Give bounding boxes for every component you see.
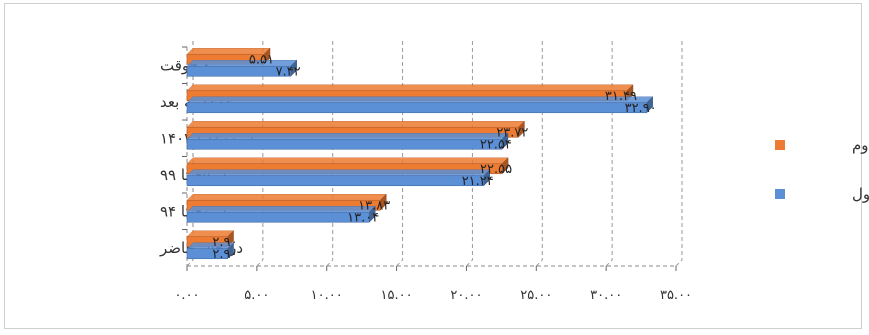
bar-round2-top <box>186 194 387 201</box>
value-label-round1: ۷.۴۲ <box>276 64 301 79</box>
value-label-round1: ۲.۹۰ <box>212 247 237 262</box>
bar-round1 <box>186 65 291 77</box>
gridline-floor <box>675 259 683 267</box>
bar-round1 <box>186 248 228 260</box>
x-tick-label: ۲۵.۰۰ <box>520 288 552 303</box>
value-label-round2: ۲۲.۵۵ <box>480 162 512 177</box>
gridline-floor <box>396 259 403 267</box>
legend-swatch-round1 <box>775 189 785 199</box>
gridline-floor <box>256 259 264 267</box>
value-label-round1: ۲۲.۵۴ <box>480 137 512 152</box>
gridline-floor <box>605 259 613 267</box>
bar-round2-top <box>186 121 526 128</box>
x-tick-label: ۲۰.۰۰ <box>450 288 482 303</box>
bar-layer <box>186 47 654 260</box>
x-tick-label: ۰.۰۰ <box>174 288 199 303</box>
value-label-round1: ۱۳.۰۴ <box>347 210 379 225</box>
x-tick-label: ۳۰.۰۰ <box>590 288 622 303</box>
legend-label-round2: دور دوم <box>852 136 869 154</box>
bar-round1-top <box>186 96 654 103</box>
value-label-round1: ۲۱.۲۴ <box>462 174 494 189</box>
bar-round1 <box>186 175 485 187</box>
value-label-round2: ۲.۹۰ <box>212 235 237 250</box>
value-label-round2: ۱۳.۸۳ <box>358 198 390 213</box>
x-tick-label: ۱۵.۰۰ <box>381 288 413 303</box>
legend-swatch-round2 <box>775 140 785 150</box>
x-tick-label: ۱۰.۰۰ <box>311 288 343 303</box>
value-label-round2: ۲۳.۷۲ <box>496 125 528 140</box>
gridline-floor <box>535 259 543 267</box>
x-tick-label: ۳۵.۰۰ <box>660 288 692 303</box>
bar-round2-top <box>186 84 634 91</box>
x-tick-label: ۵.۰۰ <box>244 288 269 303</box>
gridline-floor <box>186 259 194 267</box>
bar-round1-top <box>186 169 491 176</box>
gridline-floor <box>466 259 473 267</box>
bar-round1-top <box>186 133 509 140</box>
bar-round1 <box>186 211 370 223</box>
gridline-floor <box>326 259 334 267</box>
chart-frame <box>4 3 862 329</box>
value-label-round2: ۳۱.۴۹ <box>605 89 637 104</box>
bar-round2-top <box>186 157 509 164</box>
bar-round1 <box>186 138 503 150</box>
legend-label-round1: دور اول <box>852 185 869 203</box>
value-label-round2: ۵.۵۱ <box>249 52 274 67</box>
legend: دور دوم دور اول <box>775 136 869 203</box>
value-label-round1: ۳۲.۹۰ <box>625 101 657 116</box>
bar-round1 <box>186 102 647 114</box>
